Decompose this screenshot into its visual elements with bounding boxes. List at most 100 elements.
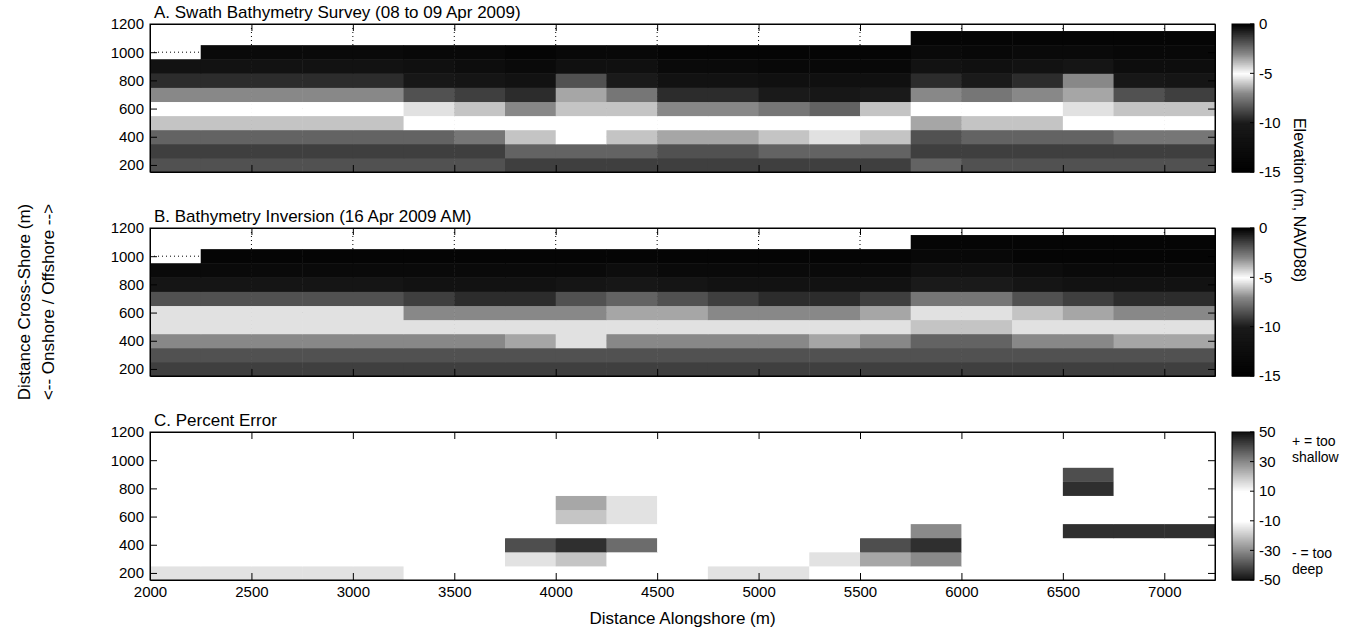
tick-label: 1200	[111, 219, 144, 236]
tick: 800	[119, 480, 157, 497]
axis-line	[151, 24, 1216, 25]
heatmap-cell	[251, 102, 302, 117]
axis	[151, 165, 1216, 173]
heatmap-cell	[911, 552, 962, 567]
tick-label: 1200	[111, 423, 144, 440]
heatmap-cell	[404, 334, 455, 349]
tick-mark	[1063, 432, 1064, 439]
heatmap-cell	[1012, 524, 1063, 539]
heatmap-cell	[657, 524, 708, 539]
tick	[251, 24, 252, 31]
axis	[1208, 229, 1216, 377]
tick-mark	[860, 228, 861, 235]
heatmap-cell	[201, 45, 252, 60]
heatmap-cell	[1114, 102, 1165, 117]
tick-mark	[1208, 545, 1215, 546]
heatmap-cell	[302, 348, 353, 363]
tick	[556, 165, 557, 172]
heatmap-cell	[251, 552, 302, 567]
tick	[961, 165, 962, 172]
tick	[1164, 369, 1165, 376]
heatmap-cell	[251, 116, 302, 131]
tick	[556, 432, 557, 439]
heatmap-cell	[1164, 538, 1215, 553]
heatmap-cell	[657, 130, 708, 145]
heatmap-cell	[201, 552, 252, 567]
heatmap-cell	[404, 102, 455, 117]
heatmap-cell	[809, 249, 860, 264]
heatmap-cell	[505, 510, 556, 525]
heatmap-cell	[454, 552, 505, 567]
heatmap-cell	[911, 277, 962, 292]
heatmap-cell	[1164, 481, 1215, 496]
heatmap-cell	[1164, 362, 1215, 376]
heatmap-cell	[251, 453, 302, 468]
heatmap-cell	[911, 59, 962, 74]
heatmap-cell	[454, 263, 505, 278]
heatmap-cell	[860, 524, 911, 539]
heatmap-cell	[505, 59, 556, 74]
heatmap-cell	[860, 158, 911, 172]
tick	[1063, 369, 1064, 376]
tick-mark	[150, 80, 157, 81]
heatmap-cell	[961, 439, 1012, 454]
heatmap-cell	[606, 87, 657, 102]
heatmap-cell	[759, 291, 810, 306]
heatmap-cell	[759, 453, 810, 468]
heatmap-cell	[1063, 45, 1114, 60]
tick: 800	[119, 72, 157, 89]
heatmap-cell	[505, 130, 556, 145]
heatmap-cell	[353, 453, 404, 468]
tick	[1208, 573, 1215, 574]
heatmap-cell	[860, 453, 911, 468]
heatmap-cell	[606, 277, 657, 292]
heatmap-cell	[353, 87, 404, 102]
tick-mark	[961, 165, 962, 172]
tick	[1208, 228, 1215, 229]
colorbar-tick-label: 0	[1259, 219, 1267, 236]
heatmap-cell	[1164, 348, 1215, 363]
heatmap-cell	[759, 467, 810, 482]
heatmap-cell	[708, 73, 759, 88]
tick-mark	[150, 228, 157, 229]
heatmap-cell	[809, 102, 860, 117]
heatmap-cell	[708, 306, 759, 321]
heatmap-cell	[505, 552, 556, 567]
heatmap-cell	[759, 73, 810, 88]
colorbar-tick-label: 0	[1259, 15, 1267, 32]
tick-mark	[1208, 228, 1215, 229]
heatmap-cell	[961, 467, 1012, 482]
colorbar-tick	[1250, 432, 1254, 433]
heatmap-cell	[911, 495, 962, 510]
tick-mark	[860, 24, 861, 31]
heatmap-cell	[1012, 235, 1063, 250]
tick-label: 4500	[641, 583, 674, 600]
heatmap-cell	[556, 144, 607, 159]
heatmap-cell	[1012, 59, 1063, 74]
heatmap-cell	[961, 59, 1012, 74]
heatmap-cell	[556, 277, 607, 292]
heatmap-cell	[708, 495, 759, 510]
heatmap-cell	[505, 263, 556, 278]
tick-mark	[1164, 573, 1165, 580]
heatmap-cell	[251, 249, 302, 264]
heatmap-cell	[860, 102, 911, 117]
tick-mark	[454, 24, 455, 31]
heatmap-cell	[961, 31, 1012, 46]
heatmap-cell	[1063, 277, 1114, 292]
heatmap-cell	[1063, 73, 1114, 88]
tick-mark	[961, 432, 962, 439]
heatmap-cell	[454, 524, 505, 539]
tick-mark	[759, 165, 760, 172]
heatmap-cell	[556, 348, 607, 363]
tick	[1063, 165, 1064, 172]
heatmap-cell	[657, 158, 708, 172]
colorbar-tick-label: 30	[1259, 453, 1276, 470]
heatmap-cell	[404, 130, 455, 145]
tick-mark	[150, 24, 157, 25]
heatmap-cell	[302, 481, 353, 496]
heatmap-cell	[606, 362, 657, 376]
heatmap-cell	[708, 348, 759, 363]
heatmap-cell	[505, 320, 556, 335]
heatmap-cell	[505, 87, 556, 102]
